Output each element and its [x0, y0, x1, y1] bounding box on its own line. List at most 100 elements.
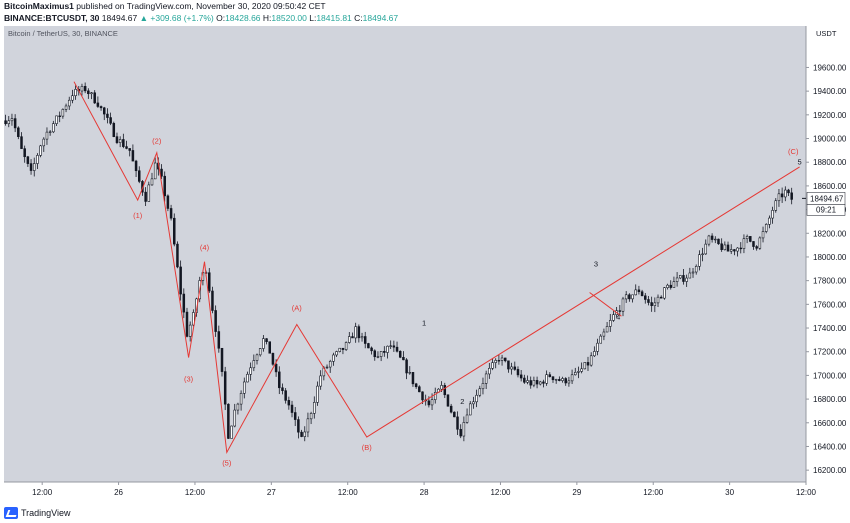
candle-body — [733, 249, 736, 252]
tradingview-logo-icon — [4, 507, 18, 519]
chart-footer: TradingView — [0, 505, 850, 523]
candle-body — [290, 404, 294, 413]
candle-body — [217, 331, 221, 349]
candle-body — [752, 241, 755, 247]
candle-body — [650, 302, 653, 306]
candle-body — [621, 298, 625, 312]
candle-body — [300, 431, 303, 437]
candle-body — [328, 361, 332, 368]
candle-body — [160, 168, 163, 177]
candle-body — [561, 378, 564, 381]
candle-body — [484, 373, 488, 384]
low-label: L: — [309, 13, 317, 23]
candle-body — [666, 284, 669, 288]
candle-body — [430, 399, 434, 406]
candle-body — [698, 254, 701, 267]
candle-body — [405, 359, 408, 374]
wave-label: (2) — [152, 136, 162, 145]
x-tick-label: 30 — [725, 488, 734, 497]
candle-body — [125, 146, 128, 149]
tradingview-brand: TradingView — [21, 508, 71, 518]
wave-label: 5 — [798, 158, 802, 167]
candle-body — [634, 289, 637, 296]
candle-body — [36, 155, 39, 164]
candle-body — [214, 310, 217, 332]
candle-body — [192, 312, 195, 326]
candle-body — [293, 412, 297, 420]
candle-body — [29, 163, 33, 171]
wave-lines — [73, 81, 800, 455]
time-axis[interactable]: 12:00 26 12:00 27 12:00 28 12:00 29 12:00 30 12:00 — [4, 481, 817, 497]
candle-body — [303, 431, 307, 437]
candle-body — [478, 388, 482, 396]
y-tick-label: 19400.00 — [813, 87, 847, 96]
candle-body — [755, 246, 758, 249]
candle-body — [236, 403, 240, 411]
candle-body — [745, 236, 749, 240]
candle-body — [669, 284, 672, 288]
x-tick-label: 12:00 — [796, 488, 817, 497]
candle-body — [398, 350, 402, 358]
candle-body — [64, 105, 68, 110]
candle-body — [631, 294, 634, 300]
candle-body — [93, 92, 96, 104]
author-name[interactable]: BitcoinMaximus1 — [4, 1, 74, 11]
candle-body — [771, 210, 774, 219]
candle-body — [169, 208, 173, 219]
candle-body — [249, 367, 252, 375]
candle-body — [220, 347, 224, 372]
candle-body — [4, 120, 7, 125]
candle-body — [545, 374, 548, 384]
candle-body — [449, 405, 453, 413]
low-value: 18415.81 — [316, 13, 352, 23]
candle-body — [583, 362, 587, 370]
candle-body — [446, 394, 450, 407]
candle-body — [503, 357, 507, 362]
candle-body — [710, 235, 714, 240]
price-axis[interactable]: 16200.00 16400.00 16600.00 16800.00 17000.00… — [805, 26, 847, 482]
candle-body — [602, 331, 606, 337]
candle-body — [74, 89, 77, 97]
candle-body — [402, 356, 405, 361]
candle-body — [179, 266, 182, 295]
candle-body — [736, 247, 739, 252]
tradingview-logo[interactable]: TradingView — [4, 507, 71, 519]
candle-body — [516, 369, 520, 376]
candle-body — [628, 294, 631, 300]
candle-body — [472, 401, 475, 405]
candle-body — [246, 373, 249, 383]
candle-body — [593, 351, 596, 357]
candle-body — [131, 150, 135, 162]
candle-body — [360, 336, 364, 339]
chart-area[interactable]: 16200.00 16400.00 16600.00 16800.00 17000.00… — [0, 26, 850, 506]
candle-body — [574, 372, 577, 376]
y-tick-label: 18200.00 — [813, 229, 847, 238]
candle-body — [185, 311, 189, 337]
candle-body — [367, 343, 370, 349]
y-tick-label: 17200.00 — [813, 348, 847, 357]
candle-body — [653, 302, 657, 306]
close-value: 18494.67 — [362, 13, 399, 23]
x-tick-label: 28 — [420, 488, 429, 497]
candle-body — [682, 275, 685, 282]
candle-body — [153, 162, 157, 180]
candle-body — [96, 102, 100, 107]
wave-label: (B) — [362, 443, 373, 452]
candle-body — [596, 342, 599, 352]
y-tick-label: 18800.00 — [813, 158, 847, 167]
candle-body — [580, 368, 583, 372]
candlestick-chart[interactable]: 16200.00 16400.00 16600.00 16800.00 17000.00… — [0, 26, 850, 506]
candle-body — [109, 117, 112, 124]
y-tick-label: 16400.00 — [813, 442, 847, 451]
candle-body — [618, 310, 622, 312]
candle-body — [519, 374, 523, 379]
candle-body — [532, 380, 536, 386]
candle-body — [411, 372, 415, 385]
candle-body — [297, 419, 300, 433]
candle-body — [243, 381, 246, 394]
y-tick-label: 19200.00 — [813, 111, 847, 120]
candle-body — [128, 148, 131, 151]
candle-body — [539, 381, 542, 385]
y-tick-label: 19000.00 — [813, 135, 847, 144]
chart-title: Bitcoin / TetherUS, 30, BINANCE — [8, 29, 118, 38]
